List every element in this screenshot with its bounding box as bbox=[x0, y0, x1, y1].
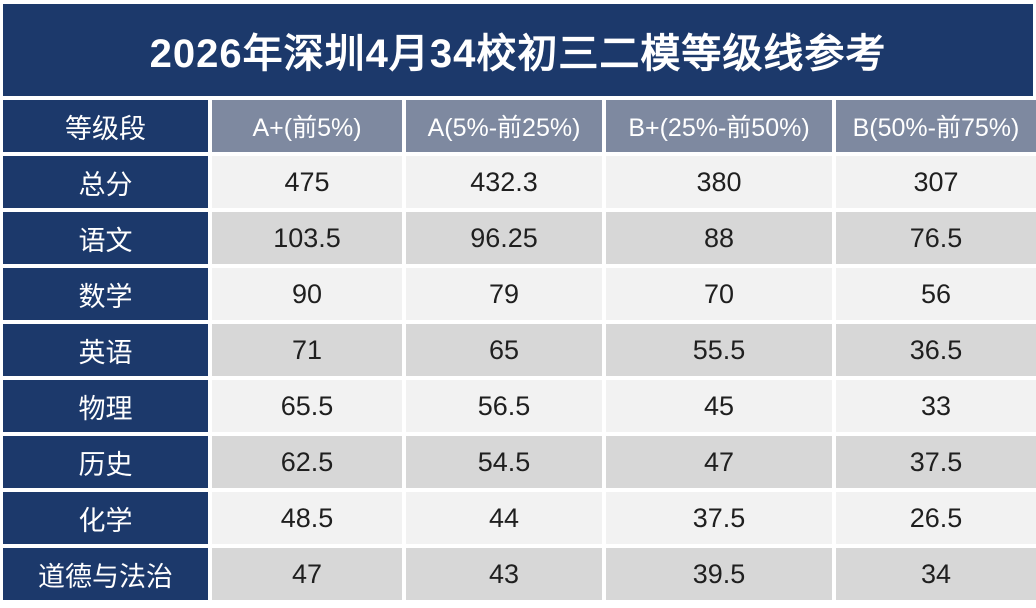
table-body: 总分 475 432.3 380 307 语文 103.5 96.25 88 76.5 数学 90 79… bbox=[3, 156, 1036, 600]
cell-value: 62.5 bbox=[212, 436, 402, 488]
cell-value: 380 bbox=[606, 156, 832, 208]
row-label: 物理 bbox=[3, 380, 208, 432]
cell-value: 475 bbox=[212, 156, 402, 208]
cell-value: 76.5 bbox=[836, 212, 1036, 264]
cell-value: 55.5 bbox=[606, 324, 832, 376]
cell-value: 44 bbox=[406, 492, 602, 544]
cell-value: 70 bbox=[606, 268, 832, 320]
cell-value: 34 bbox=[836, 548, 1036, 600]
cell-value: 103.5 bbox=[212, 212, 402, 264]
cell-value: 65 bbox=[406, 324, 602, 376]
row-label: 历史 bbox=[3, 436, 208, 488]
cell-value: 36.5 bbox=[836, 324, 1036, 376]
cell-value: 65.5 bbox=[212, 380, 402, 432]
row-label: 语文 bbox=[3, 212, 208, 264]
cell-value: 56.5 bbox=[406, 380, 602, 432]
row-label: 化学 bbox=[3, 492, 208, 544]
row-label: 道德与法治 bbox=[3, 548, 208, 600]
table-row: 数学 90 79 70 56 bbox=[3, 268, 1036, 320]
table-row: 历史 62.5 54.5 47 37.5 bbox=[3, 436, 1036, 488]
cell-value: 37.5 bbox=[606, 492, 832, 544]
cell-value: 26.5 bbox=[836, 492, 1036, 544]
grade-line-table: 等级段 A+(前5%) A(5%-前25%) B+(25%-前50%) B(50… bbox=[0, 96, 1036, 604]
cell-value: 33 bbox=[836, 380, 1036, 432]
column-header-a-plus: A+(前5%) bbox=[212, 100, 402, 152]
table-row: 总分 475 432.3 380 307 bbox=[3, 156, 1036, 208]
table-row: 英语 71 65 55.5 36.5 bbox=[3, 324, 1036, 376]
page-title: 2026年深圳4月34校初三二模等级线参考 bbox=[3, 4, 1033, 96]
cell-value: 71 bbox=[212, 324, 402, 376]
table-row: 物理 65.5 56.5 45 33 bbox=[3, 380, 1036, 432]
cell-value: 307 bbox=[836, 156, 1036, 208]
row-label: 英语 bbox=[3, 324, 208, 376]
cell-value: 47 bbox=[606, 436, 832, 488]
table-row: 道德与法治 47 43 39.5 34 bbox=[3, 548, 1036, 600]
cell-value: 37.5 bbox=[836, 436, 1036, 488]
cell-value: 45 bbox=[606, 380, 832, 432]
cell-value: 79 bbox=[406, 268, 602, 320]
corner-header: 等级段 bbox=[3, 100, 208, 152]
cell-value: 432.3 bbox=[406, 156, 602, 208]
cell-value: 90 bbox=[212, 268, 402, 320]
cell-value: 56 bbox=[836, 268, 1036, 320]
cell-value: 48.5 bbox=[212, 492, 402, 544]
header-row: 等级段 A+(前5%) A(5%-前25%) B+(25%-前50%) B(50… bbox=[3, 100, 1036, 152]
row-label: 数学 bbox=[3, 268, 208, 320]
column-header-a: A(5%-前25%) bbox=[406, 100, 602, 152]
column-header-b-plus: B+(25%-前50%) bbox=[606, 100, 832, 152]
table-row: 语文 103.5 96.25 88 76.5 bbox=[3, 212, 1036, 264]
cell-value: 54.5 bbox=[406, 436, 602, 488]
cell-value: 96.25 bbox=[406, 212, 602, 264]
cell-value: 39.5 bbox=[606, 548, 832, 600]
cell-value: 47 bbox=[212, 548, 402, 600]
column-header-b: B(50%-前75%) bbox=[836, 100, 1036, 152]
table-row: 化学 48.5 44 37.5 26.5 bbox=[3, 492, 1036, 544]
row-label: 总分 bbox=[3, 156, 208, 208]
cell-value: 88 bbox=[606, 212, 832, 264]
cell-value: 43 bbox=[406, 548, 602, 600]
